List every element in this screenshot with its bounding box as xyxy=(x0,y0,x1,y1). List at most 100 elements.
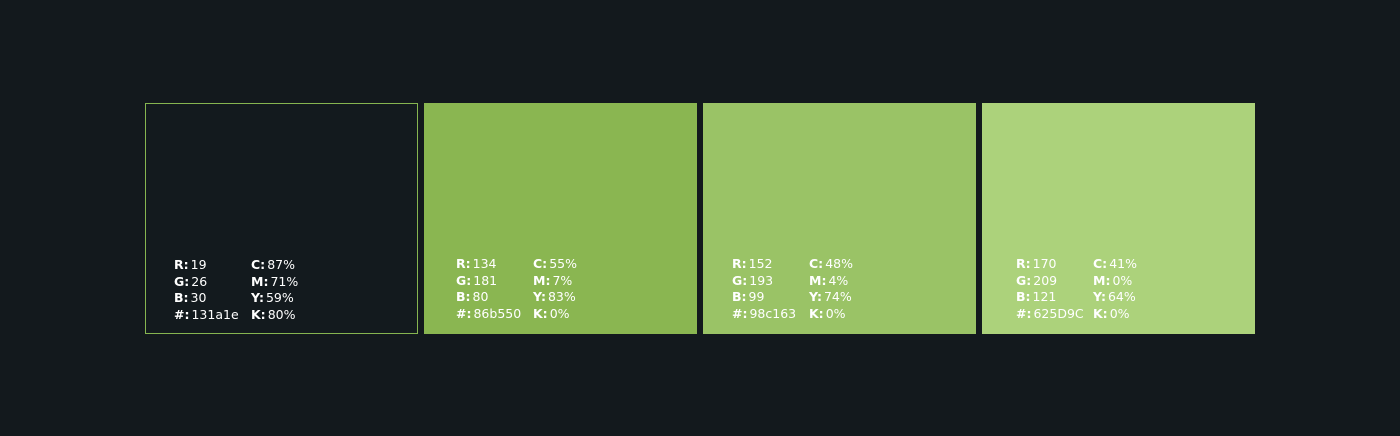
value-label: M: xyxy=(251,273,269,289)
value-label: B: xyxy=(456,289,471,304)
value-label: K: xyxy=(533,305,548,321)
value-row: K: 0% xyxy=(533,306,577,323)
color-swatch: R: 170 G: 209 B: 121 #: 625D9C C: 41% M: 0% Y: 64% K: 0… xyxy=(982,103,1255,334)
value-row: B: 80 xyxy=(456,289,521,306)
value-label: B: xyxy=(732,289,747,304)
value-text: 71% xyxy=(270,273,299,289)
value-row: #: 131a1e xyxy=(174,307,239,324)
value-label: #: xyxy=(732,305,748,321)
value-label: C: xyxy=(251,257,266,272)
value-row: B: 121 xyxy=(1016,289,1084,306)
value-row: C: 41% xyxy=(1093,256,1137,273)
value-text: 0% xyxy=(1109,305,1130,321)
value-text: 55% xyxy=(549,256,577,271)
value-label: K: xyxy=(1093,305,1108,321)
value-row: #: 98c163 xyxy=(732,306,796,323)
value-text: 625D9C xyxy=(1033,305,1084,321)
value-label: G: xyxy=(732,272,748,288)
color-swatch: R: 152 G: 193 B: 99 #: 98c163 C: 48% M: 4% Y: 74% K: 0% xyxy=(703,103,976,334)
value-label: Y: xyxy=(1093,289,1106,304)
value-text: 7% xyxy=(552,272,573,288)
rgb-values: R: 152 G: 193 B: 99 #: 98c163 xyxy=(732,256,796,322)
value-text: 193 xyxy=(749,272,774,288)
value-row: M: 0% xyxy=(1093,273,1137,290)
value-label: R: xyxy=(732,256,747,271)
value-label: C: xyxy=(809,256,824,271)
value-label: B: xyxy=(174,290,189,305)
value-label: M: xyxy=(1093,272,1111,288)
value-text: 80 xyxy=(472,289,489,304)
value-row: Y: 74% xyxy=(809,289,853,306)
value-label: R: xyxy=(456,256,471,271)
value-label: Y: xyxy=(809,289,822,304)
value-row: #: 625D9C xyxy=(1016,306,1084,323)
value-text: 74% xyxy=(823,289,852,304)
value-text: 48% xyxy=(825,256,853,271)
color-swatch: R: 134 G: 181 B: 80 #: 86b550 C: 55% M: 7% Y: 83% K: 0% xyxy=(424,103,697,334)
value-row: G: 26 xyxy=(174,274,239,291)
value-text: 83% xyxy=(547,289,576,304)
value-row: K: 80% xyxy=(251,307,298,324)
value-label: #: xyxy=(174,306,190,322)
value-text: 26 xyxy=(191,273,208,289)
value-text: 19 xyxy=(190,257,207,272)
value-label: #: xyxy=(1016,305,1032,321)
value-text: 121 xyxy=(1032,289,1057,304)
value-text: 134 xyxy=(472,256,497,271)
value-label: G: xyxy=(1016,272,1032,288)
value-text: 86b550 xyxy=(473,305,522,321)
value-text: 4% xyxy=(828,272,849,288)
value-text: 99 xyxy=(748,289,765,304)
value-row: B: 99 xyxy=(732,289,796,306)
cmyk-values: C: 55% M: 7% Y: 83% K: 0% xyxy=(533,256,577,322)
value-text: 131a1e xyxy=(191,306,239,322)
value-row: R: 134 xyxy=(456,256,521,273)
value-text: 152 xyxy=(748,256,773,271)
value-row: B: 30 xyxy=(174,290,239,307)
value-row: Y: 59% xyxy=(251,290,298,307)
value-row: R: 152 xyxy=(732,256,796,273)
value-label: Y: xyxy=(251,290,264,305)
value-row: #: 86b550 xyxy=(456,306,521,323)
cmyk-values: C: 87% M: 71% Y: 59% K: 80% xyxy=(251,257,298,323)
value-text: 0% xyxy=(825,305,846,321)
rgb-values: R: 19 G: 26 B: 30 #: 131a1e xyxy=(174,257,239,323)
value-label: G: xyxy=(174,273,190,289)
rgb-values: R: 170 G: 209 B: 121 #: 625D9C xyxy=(1016,256,1084,322)
value-text: 98c163 xyxy=(749,305,797,321)
value-row: Y: 83% xyxy=(533,289,577,306)
value-row: R: 170 xyxy=(1016,256,1084,273)
value-row: G: 209 xyxy=(1016,273,1084,290)
value-text: 59% xyxy=(265,290,294,305)
value-row: G: 193 xyxy=(732,273,796,290)
value-row: K: 0% xyxy=(1093,306,1137,323)
rgb-values: R: 134 G: 181 B: 80 #: 86b550 xyxy=(456,256,521,322)
value-row: Y: 64% xyxy=(1093,289,1137,306)
value-text: 64% xyxy=(1107,289,1136,304)
value-label: K: xyxy=(251,306,266,322)
value-text: 87% xyxy=(267,257,295,272)
value-text: 0% xyxy=(1112,272,1133,288)
value-text: 41% xyxy=(1109,256,1137,271)
value-text: 0% xyxy=(549,305,570,321)
cmyk-values: C: 41% M: 0% Y: 64% K: 0% xyxy=(1093,256,1137,322)
value-row: M: 4% xyxy=(809,273,853,290)
value-row: C: 55% xyxy=(533,256,577,273)
value-label: K: xyxy=(809,305,824,321)
value-label: R: xyxy=(174,257,189,272)
value-label: M: xyxy=(533,272,551,288)
value-row: C: 87% xyxy=(251,257,298,274)
value-label: C: xyxy=(1093,256,1108,271)
value-text: 209 xyxy=(1033,272,1058,288)
value-label: #: xyxy=(456,305,472,321)
value-row: C: 48% xyxy=(809,256,853,273)
value-row: K: 0% xyxy=(809,306,853,323)
value-row: M: 71% xyxy=(251,274,298,291)
cmyk-values: C: 48% M: 4% Y: 74% K: 0% xyxy=(809,256,853,322)
value-label: B: xyxy=(1016,289,1031,304)
value-row: G: 181 xyxy=(456,273,521,290)
value-text: 80% xyxy=(267,306,296,322)
value-label: R: xyxy=(1016,256,1031,271)
value-label: C: xyxy=(533,256,548,271)
